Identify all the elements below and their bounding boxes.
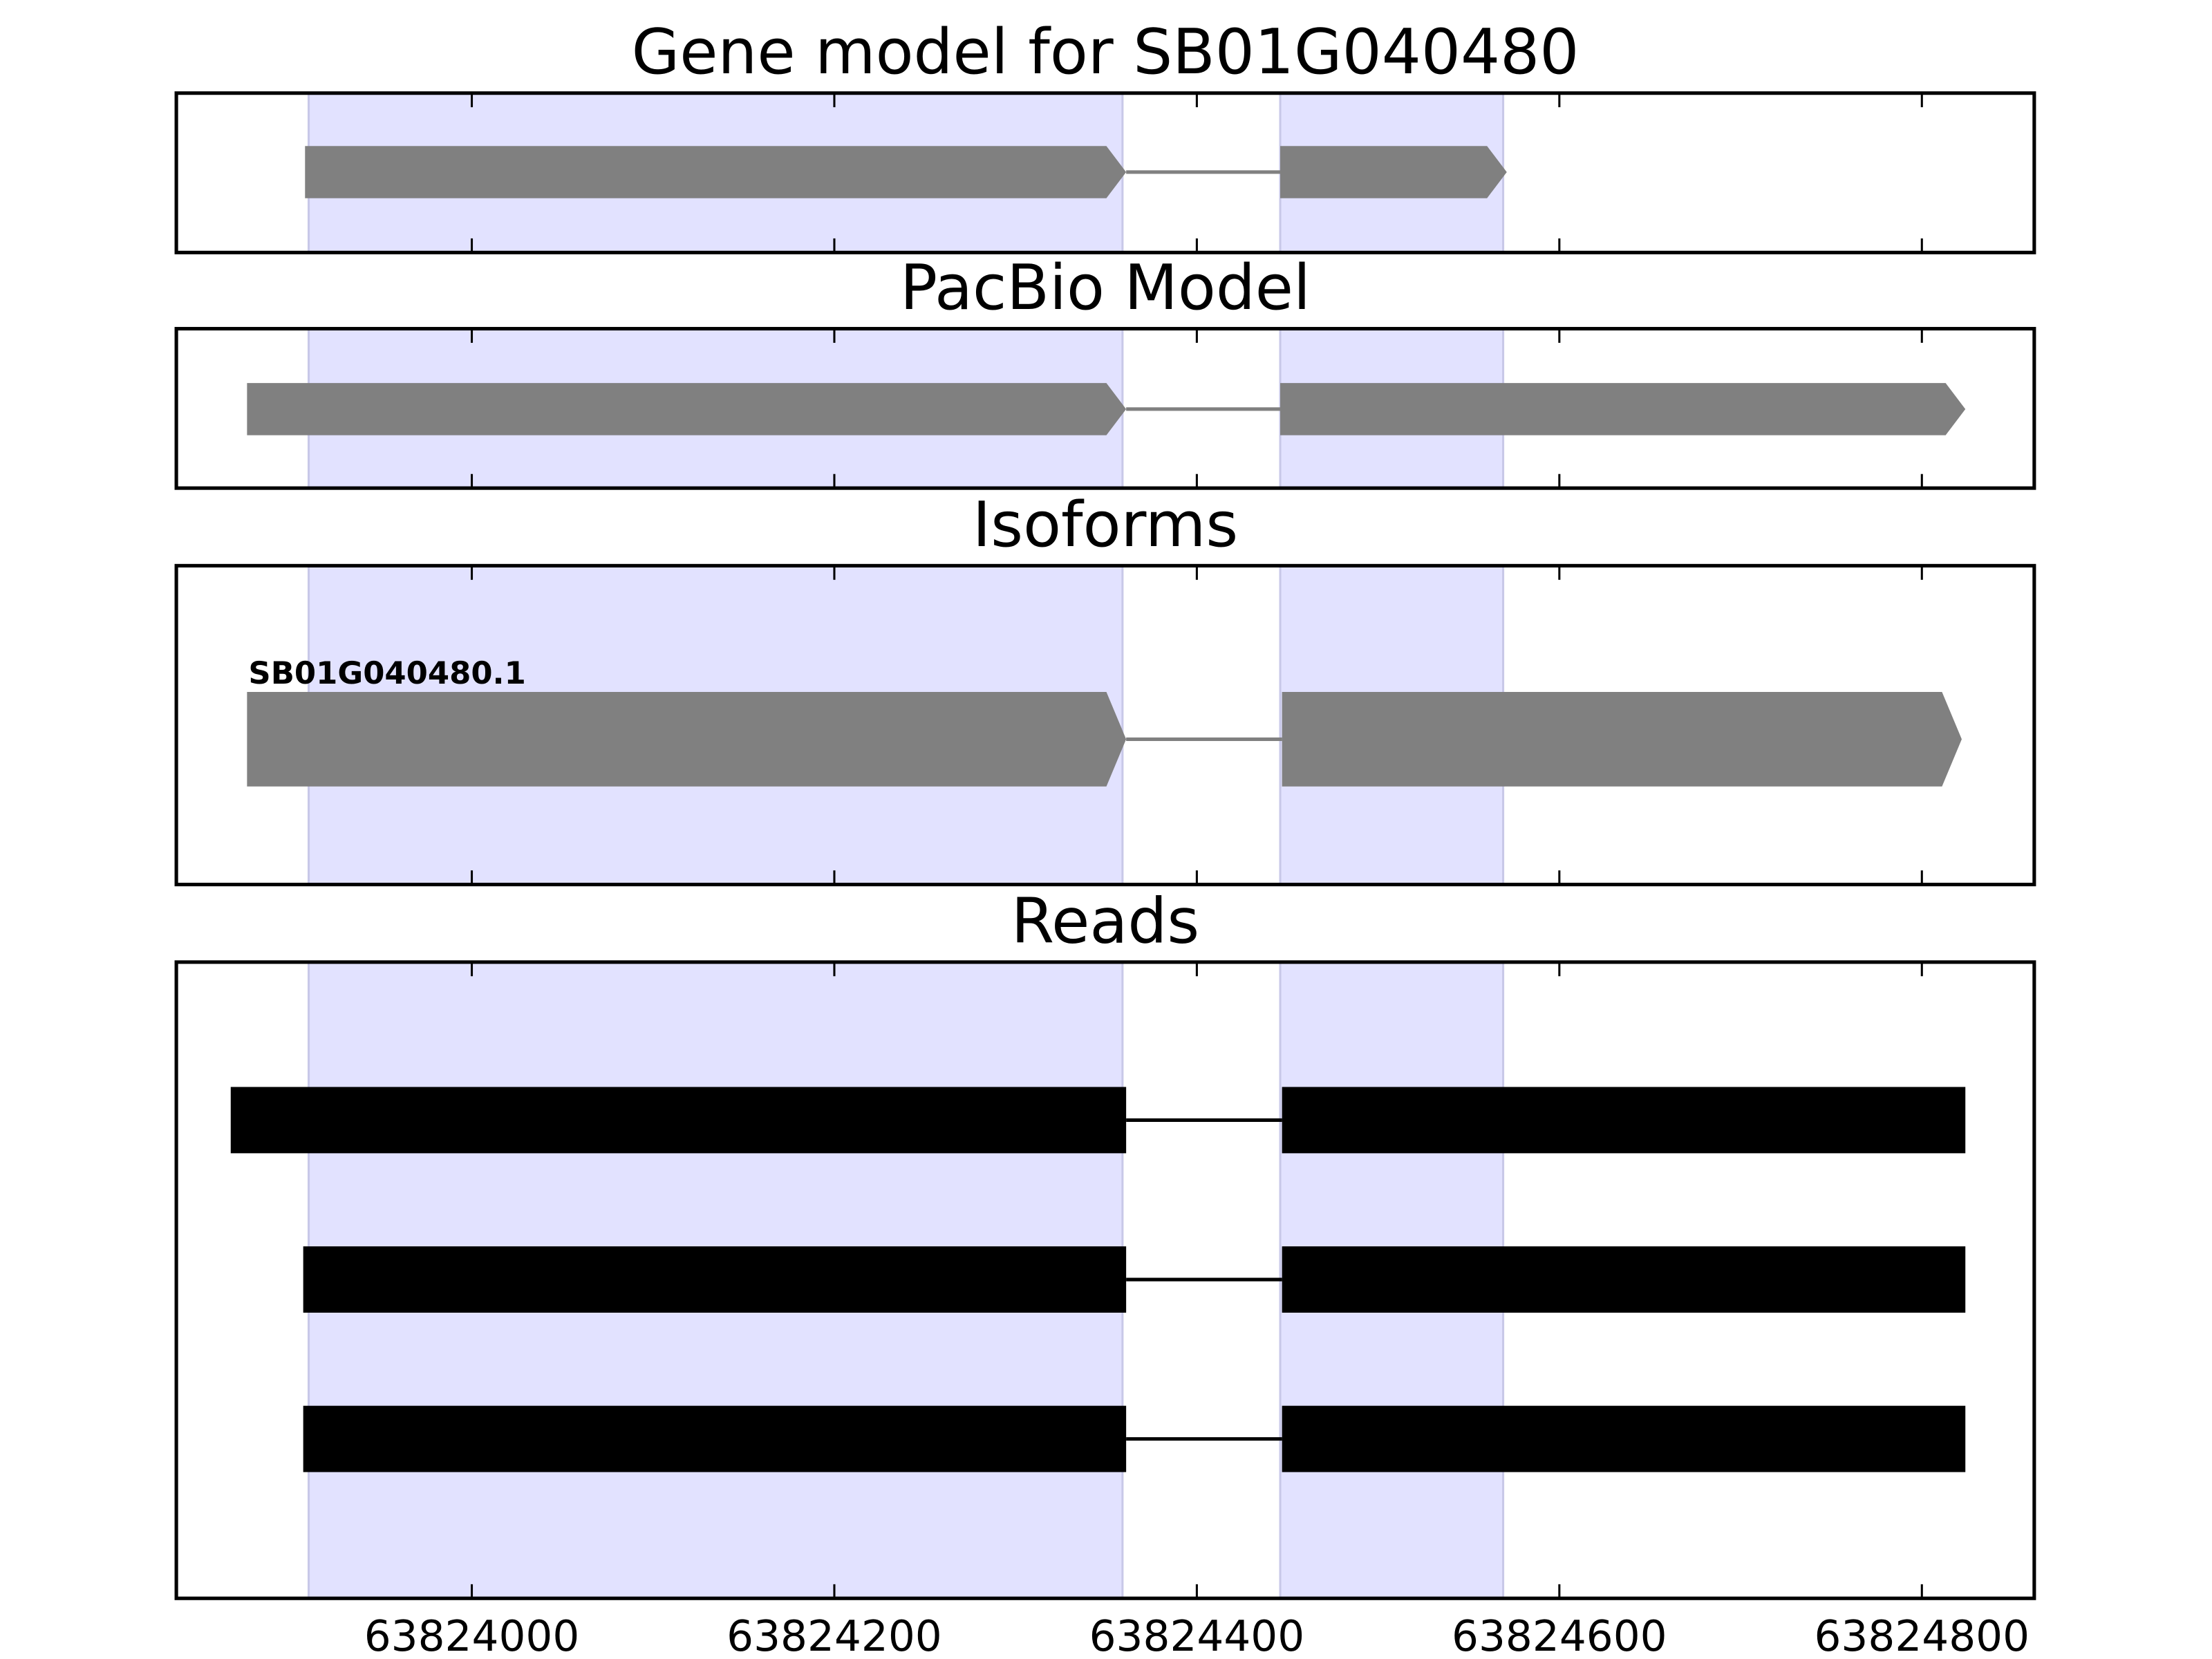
panel-title: Gene model for SB01G040480 [632,17,1580,88]
x-tick-label: 63824000 [364,1612,580,1659]
exon [1280,146,1507,198]
read-block [1282,1246,1966,1313]
x-tick-label: 63824200 [727,1612,942,1659]
exon [305,146,1127,198]
panel-title: Isoforms [973,489,1238,561]
read-block [1282,1087,1966,1154]
read-block [303,1405,1127,1472]
exon [247,692,1127,787]
read-block [230,1087,1127,1154]
x-tick-label: 63824600 [1452,1612,1667,1659]
x-tick-label: 63824400 [1089,1612,1305,1659]
x-tick-label: 63824800 [1814,1612,2030,1659]
panel-frame [174,91,2036,254]
exon [1282,692,1962,787]
feature-label: SB01G040480.1 [248,655,525,691]
read-block [1282,1405,1966,1472]
panel-frame [174,563,2036,887]
exon [247,383,1127,435]
panel-title: Reads [1011,885,1199,957]
panel-frame [174,326,2036,490]
panel-title: PacBio Model [900,252,1311,324]
read-block [303,1246,1127,1313]
exon [1280,383,1966,435]
panel-frame [174,960,2036,1600]
